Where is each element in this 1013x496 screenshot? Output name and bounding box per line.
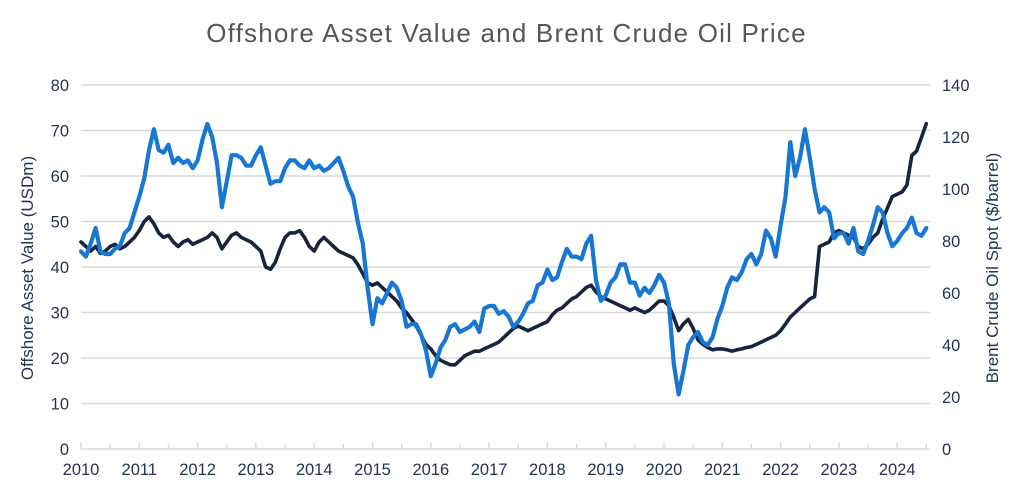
x-tick-label: 2010 (63, 461, 100, 479)
x-tick-label: 2020 (646, 461, 683, 479)
x-tick-label: 2013 (238, 461, 275, 479)
right-axis-tick-label: 60 (942, 285, 960, 303)
left-axis-tick-label: 80 (51, 77, 69, 95)
left-axis-tick-label: 0 (60, 441, 69, 459)
x-tick-label: 2021 (704, 461, 741, 479)
right-axis-tick-label: 0 (942, 441, 951, 459)
x-tick-label: 2011 (122, 461, 157, 479)
left-axis-tick-label: 20 (51, 350, 69, 368)
right-axis-tick-label: 120 (942, 129, 970, 147)
x-tick-label: 2019 (587, 461, 624, 479)
left-axis-tick-label: 70 (51, 123, 69, 141)
left-axis-tick-label: 30 (51, 305, 69, 323)
right-axis-tick-label: 80 (942, 233, 960, 251)
asset-value-line (79, 121, 929, 367)
x-tick-label: 2015 (354, 461, 391, 479)
right-axis-tick-label: 140 (942, 77, 970, 95)
brent-price-line (78, 121, 929, 397)
left-axis-tick-label: 10 (51, 396, 69, 414)
chart-title: Offshore Asset Value and Brent Crude Oil… (206, 18, 807, 48)
x-tick-label: 2024 (879, 461, 916, 479)
left-axis-tick-label: 50 (51, 214, 69, 232)
x-tick-label: 2016 (412, 461, 449, 479)
x-tick-label: 2018 (529, 461, 566, 479)
x-tick-label: 2012 (179, 461, 216, 479)
x-tick-label: 2022 (762, 461, 799, 479)
x-tick-label: 2017 (471, 461, 508, 479)
x-tick-label: 2023 (821, 461, 858, 479)
left-axis-tick-label: 40 (51, 259, 69, 277)
left-axis-tick-label: 60 (51, 168, 69, 186)
right-axis-tick-label: 20 (942, 389, 960, 407)
x-tick-label: 2014 (296, 461, 333, 479)
right-axis-tick-label: 40 (942, 337, 960, 355)
right-axis-tick-label: 100 (942, 181, 970, 199)
